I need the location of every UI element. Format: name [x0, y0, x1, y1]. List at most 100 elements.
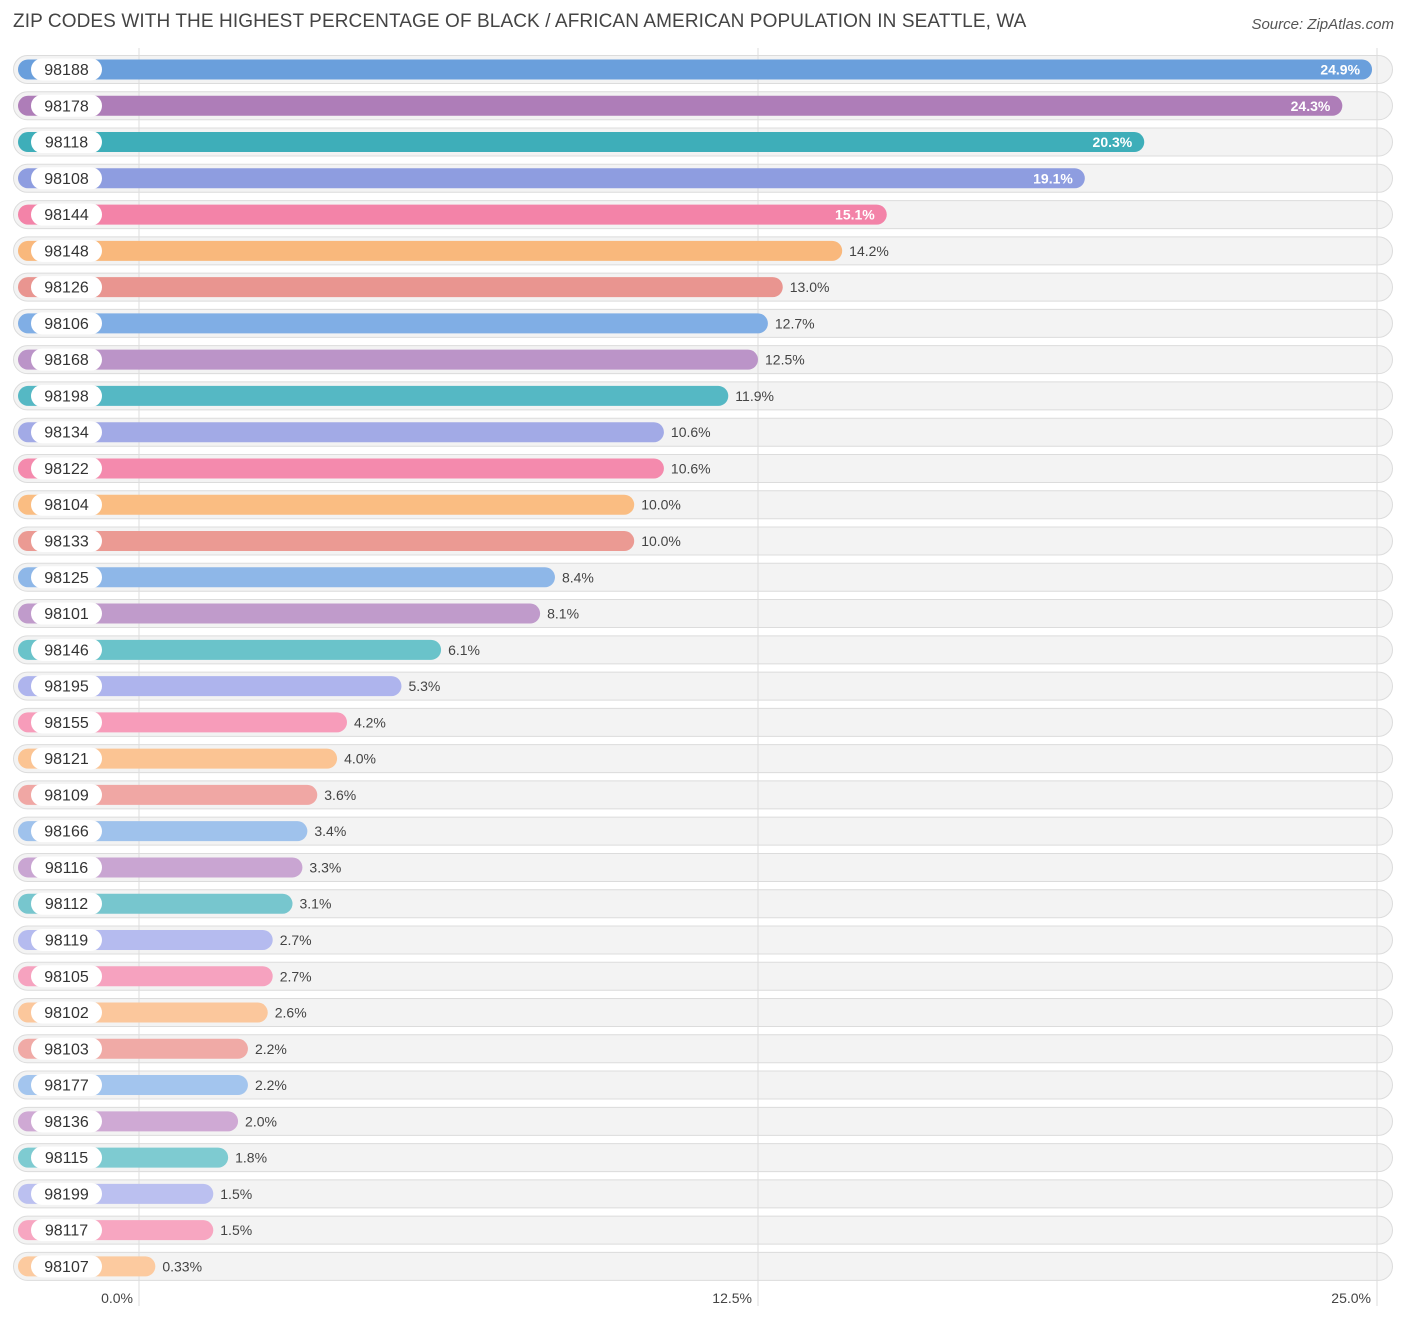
category-label: 98109	[44, 787, 89, 804]
value-label: 2.0%	[245, 1113, 277, 1129]
value-label: 4.2%	[354, 714, 386, 730]
category-label: 98188	[44, 62, 89, 79]
category-pill	[31, 493, 102, 516]
category-label: 98108	[44, 171, 89, 188]
category-pill	[31, 167, 102, 190]
bars: 98188 24.9% 98178 24.3% 98118 20.3% 98108 19.1%…	[18, 58, 1373, 1278]
bar-98104[interactable]	[18, 494, 635, 515]
category-label: 98119	[45, 932, 88, 949]
category-pill	[31, 892, 102, 915]
category-label: 98133	[44, 534, 89, 551]
value-label: 10.0%	[641, 533, 681, 549]
value-label: 11.9%	[735, 388, 774, 404]
value-label: 14.2%	[849, 243, 889, 259]
category-label: 98112	[45, 896, 88, 913]
value-label: 2.2%	[255, 1041, 287, 1057]
category-label: 98144	[44, 207, 89, 224]
value-label: 3.3%	[309, 859, 341, 875]
bar-98101[interactable]	[18, 603, 541, 624]
category-label: 98115	[45, 1150, 88, 1167]
value-label: 24.9%	[1320, 62, 1360, 78]
category-label: 98104	[44, 497, 89, 514]
x-tick-label: 0.0%	[101, 1290, 133, 1306]
category-label: 98146	[44, 642, 89, 659]
category-pill	[31, 312, 102, 335]
category-pill	[31, 965, 102, 988]
category-label: 98166	[44, 824, 89, 841]
category-pill	[31, 1037, 102, 1060]
category-pill	[31, 711, 102, 734]
category-label: 98107	[44, 1259, 89, 1276]
value-label: 3.4%	[314, 823, 346, 839]
bar-98126[interactable]	[18, 277, 783, 298]
category-pill	[31, 602, 102, 625]
category-pill	[31, 58, 102, 81]
category-pill	[31, 203, 102, 226]
bar-98148[interactable]	[18, 240, 843, 261]
bar-98125[interactable]	[18, 567, 555, 588]
row-backgrounds	[13, 55, 1393, 1281]
value-label: 1.5%	[220, 1222, 252, 1238]
bar-98146[interactable]	[18, 639, 442, 660]
row-background	[13, 1215, 1393, 1245]
category-pill	[31, 94, 102, 117]
bar-98106[interactable]	[18, 313, 768, 334]
bar-98188[interactable]	[18, 59, 1373, 80]
category-pill	[31, 1255, 102, 1278]
value-label: 10.6%	[671, 460, 711, 476]
category-label: 98121	[44, 751, 89, 768]
row-background	[13, 1251, 1393, 1281]
category-label: 98105	[44, 969, 89, 986]
category-label: 98177	[44, 1078, 89, 1095]
value-label: 0.33%	[162, 1258, 202, 1274]
category-label: 98195	[44, 679, 89, 696]
bar-98122[interactable]	[18, 458, 664, 479]
row-background	[13, 744, 1393, 774]
row-background	[13, 925, 1393, 955]
value-label: 2.7%	[280, 932, 312, 948]
category-label: 98198	[44, 388, 89, 405]
bar-98133[interactable]	[18, 531, 635, 552]
bar-98168[interactable]	[18, 349, 758, 370]
category-pill	[31, 1001, 102, 1024]
value-label: 2.2%	[255, 1077, 287, 1093]
category-pill	[31, 1182, 102, 1205]
category-label: 98106	[44, 316, 89, 333]
value-label: 13.0%	[790, 279, 830, 295]
value-label: 19.1%	[1033, 170, 1073, 186]
row-background	[13, 707, 1393, 737]
category-label: 98117	[45, 1223, 88, 1240]
bar-98144[interactable]	[18, 204, 887, 225]
value-label: 24.3%	[1291, 98, 1331, 114]
value-label: 2.6%	[275, 1005, 307, 1021]
value-label: 10.6%	[671, 424, 711, 440]
bar-98118[interactable]	[18, 132, 1145, 153]
row-background	[13, 780, 1393, 810]
value-label: 1.8%	[235, 1150, 267, 1166]
chart-title: ZIP CODES WITH THE HIGHEST PERCENTAGE OF…	[13, 11, 1027, 32]
x-tick-label: 12.5%	[712, 1290, 752, 1306]
row-background	[13, 1070, 1393, 1100]
value-label: 10.0%	[641, 497, 681, 513]
category-pill	[31, 1146, 102, 1169]
category-pill	[31, 566, 102, 589]
bar-98195[interactable]	[18, 676, 402, 697]
category-pill	[31, 384, 102, 407]
bar-98134[interactable]	[18, 422, 664, 443]
bar-98108[interactable]	[18, 168, 1085, 189]
category-label: 98126	[44, 280, 89, 297]
category-pill	[31, 783, 102, 806]
source-credit: Source: ZipAtlas.com	[1251, 16, 1394, 33]
row-background	[13, 852, 1393, 882]
row-background	[13, 1179, 1393, 1209]
bar-98198[interactable]	[18, 385, 729, 406]
category-label: 98178	[44, 98, 89, 115]
category-pill	[31, 747, 102, 770]
category-label: 98168	[44, 352, 89, 369]
category-pill	[31, 348, 102, 371]
row-background	[13, 1106, 1393, 1136]
category-label: 98102	[44, 1005, 89, 1022]
category-pill	[31, 675, 102, 698]
bar-98178[interactable]	[18, 95, 1343, 116]
